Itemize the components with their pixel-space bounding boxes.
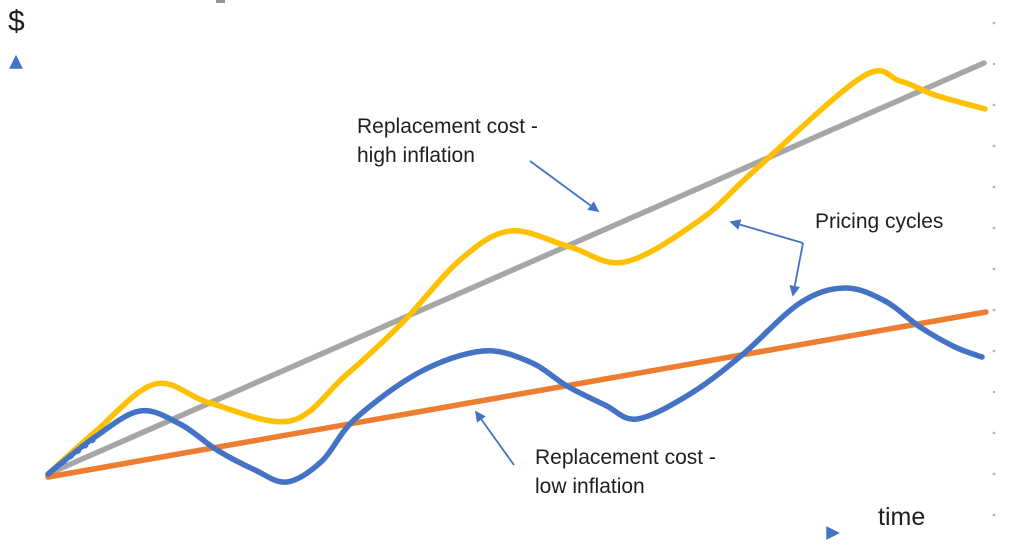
- edge-dot: [992, 349, 996, 353]
- edge-dot: [992, 144, 996, 148]
- top-edge-artifact: [216, 0, 225, 3]
- origin-overlap-dashes: [46, 435, 100, 476]
- edge-dot: [992, 472, 996, 476]
- low-inflation-pointer-arrow: [475, 410, 515, 466]
- high-inflation-pointer-arrow: [529, 160, 600, 212]
- edge-dot: [992, 431, 996, 435]
- pricing-cycles-pointer-arrow-upper: [729, 219, 804, 244]
- series-replacement-cost-high-inflation: [45, 60, 987, 477]
- series-pricing-cycles-around-high-inflation-replacement-cost: [45, 68, 988, 477]
- y-axis-label: $: [8, 5, 25, 38]
- pricing-cycles-pointer-arrow-lower: [789, 242, 804, 297]
- annotation-low-inflation-line2: low inflation: [535, 474, 645, 498]
- annotation-high-inflation-line1: Replacement cost -: [357, 115, 538, 138]
- edge-dot: [992, 308, 996, 312]
- annotation-pricing-cycles-label: Pricing cycles: [815, 210, 944, 233]
- edge-dot: [992, 62, 996, 66]
- edge-dot: [992, 226, 996, 230]
- annotation-high-inflation-label: Replacement cost - high inflation: [357, 113, 538, 171]
- edge-dot: [992, 513, 996, 517]
- annotation-low-inflation-line1: Replacement cost -: [535, 446, 716, 469]
- series-pricing-cycles-around-low-inflation-replacement-cost: [45, 285, 985, 485]
- edge-dot: [992, 390, 996, 394]
- series-replacement-cost-low-inflation: [45, 309, 989, 480]
- annotation-low-inflation-label: Replacement cost - low inflation: [535, 444, 716, 502]
- edge-dot: [992, 185, 996, 189]
- edge-dot: [992, 103, 996, 107]
- annotation-high-inflation-line2: high inflation: [357, 143, 475, 167]
- x-axis-label: time: [878, 503, 926, 531]
- edge-dot: [992, 267, 996, 271]
- edge-dot: [992, 21, 996, 25]
